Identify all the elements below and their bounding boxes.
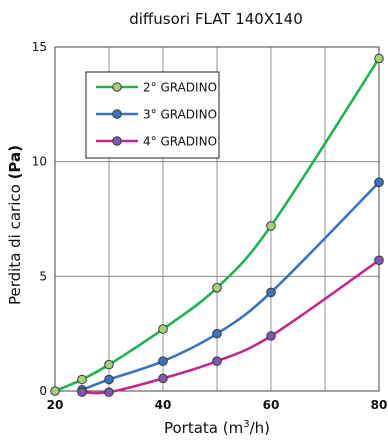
legend-marker xyxy=(112,136,122,146)
data-point xyxy=(50,386,60,396)
x-tick-label: 80 xyxy=(371,398,388,412)
x-axis-title: Portata (m3/h) xyxy=(164,419,270,437)
data-point xyxy=(77,387,87,397)
data-point xyxy=(212,283,222,293)
chart-title: diffusori FLAT 140X140 xyxy=(129,10,303,28)
legend-marker xyxy=(112,109,122,119)
data-point xyxy=(266,331,276,341)
y-tick-label: 10 xyxy=(32,155,47,169)
data-point xyxy=(77,374,87,385)
data-point xyxy=(374,255,384,266)
data-point xyxy=(158,356,168,366)
data-point xyxy=(104,359,114,370)
legend-entry: 3° GRADINO xyxy=(96,108,217,122)
series-line xyxy=(81,181,380,392)
legend-label: 3° GRADINO xyxy=(143,108,217,122)
legend-label: 4° GRADINO xyxy=(143,135,217,149)
data-point xyxy=(374,177,384,188)
y-axis-title: Perdita di carico (Pa) xyxy=(6,145,24,305)
legend-label: 2° GRADINO xyxy=(143,81,217,95)
data-point xyxy=(104,374,114,385)
x-tick-label: 60 xyxy=(263,398,280,412)
series-4-gradino xyxy=(77,255,384,397)
series-2-gradino xyxy=(50,53,384,396)
y-tick-label: 15 xyxy=(32,40,47,54)
x-tick-label: 20 xyxy=(47,398,64,412)
series-group xyxy=(50,53,384,397)
y-tick-label: 5 xyxy=(39,269,47,283)
data-point xyxy=(158,373,168,384)
x-tick-label: 40 xyxy=(155,398,172,412)
legend: 2° GRADINO 3° GRADINO 4° GRADINO xyxy=(85,71,220,159)
data-point xyxy=(266,287,276,298)
legend-marker xyxy=(112,82,122,92)
data-point xyxy=(374,53,384,64)
y-tick-label: 0 xyxy=(39,384,47,398)
data-point xyxy=(212,328,222,339)
data-point xyxy=(104,387,114,397)
data-point xyxy=(266,221,276,231)
series-3-gradino xyxy=(77,177,384,395)
axis-ticks: 20 40 60 80 0 5 10 15 xyxy=(32,40,388,412)
plot-frame xyxy=(54,46,380,392)
data-point xyxy=(158,324,168,334)
legend-entry: 4° GRADINO xyxy=(96,135,217,149)
data-point xyxy=(212,356,222,366)
legend-entry: 2° GRADINO xyxy=(96,81,217,95)
